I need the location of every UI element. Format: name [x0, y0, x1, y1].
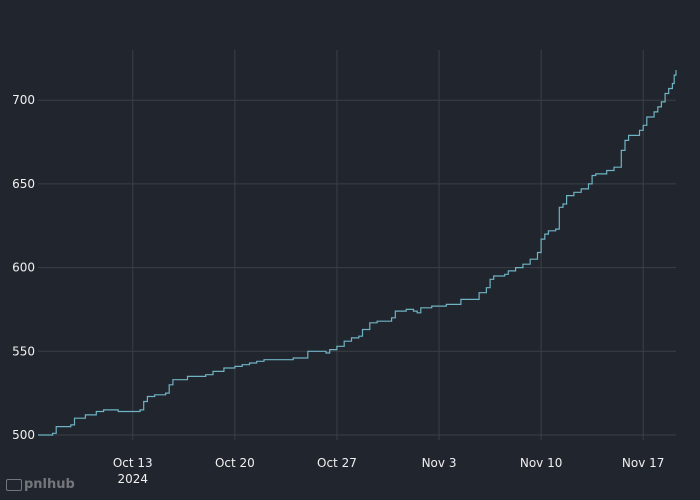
- y-tick-label: 700: [12, 93, 35, 107]
- x-tick-label: Oct 20: [215, 456, 255, 470]
- y-axis: 500 550 600 650 700: [12, 93, 35, 442]
- series-layer: [38, 70, 677, 436]
- x-tick-label: Nov 10: [520, 456, 563, 470]
- pnl-badge-icon: [6, 478, 22, 491]
- series-line: [38, 70, 677, 436]
- grid: [38, 50, 676, 440]
- y-tick-label: 650: [12, 177, 35, 191]
- x-tick-label: Nov 17: [622, 456, 665, 470]
- x-tick-label: Oct 27: [317, 456, 357, 470]
- watermark-text: pnlhub: [24, 477, 75, 492]
- x-tick-year-label: 2024: [118, 472, 149, 486]
- x-tick-label: Nov 3: [422, 456, 457, 470]
- y-tick-label: 600: [12, 261, 35, 275]
- x-tick-label: Oct 13: [113, 456, 153, 470]
- y-tick-label: 500: [12, 428, 35, 442]
- pnlhub-watermark: pnlhub: [6, 477, 75, 492]
- x-axis: Oct 13 2024 Oct 20 Oct 27 Nov 3 Nov 10 Nov 17: [113, 456, 665, 486]
- y-tick-label: 550: [12, 344, 35, 358]
